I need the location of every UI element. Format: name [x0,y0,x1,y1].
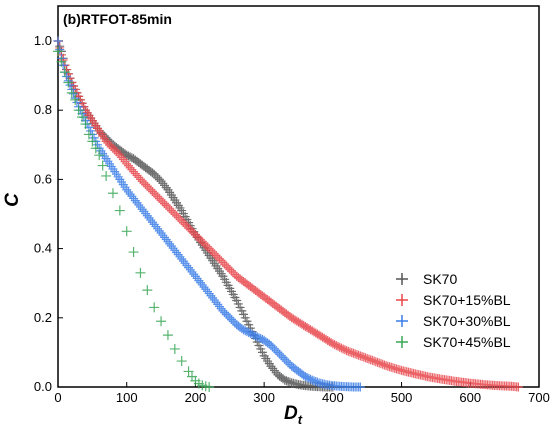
chart-title: (b)RTFOT-85min [63,11,172,27]
x-axis-title: Dt [284,403,303,427]
data-point [80,119,91,130]
legend-label: SK70+45%BL [423,334,511,350]
y-tick-label: 0.2 [34,310,52,325]
data-point [62,71,72,81]
series-1 [53,36,338,392]
data-point [355,382,365,392]
data-point [56,56,67,67]
series-4 [53,46,215,392]
data-point [156,316,167,327]
data-point [162,330,173,341]
series-layer [53,36,523,392]
data-point [63,77,74,88]
y-tick-label: 0.8 [34,102,52,117]
data-point [183,366,194,377]
data-point [169,343,180,354]
data-point [135,267,146,278]
data-point [121,226,132,237]
legend-label: SK70+15%BL [423,292,511,308]
legend-label: SK70+30%BL [423,313,511,329]
data-point [53,46,63,57]
data-point [83,129,94,140]
legend-item-2: SK70+15%BL [396,292,511,308]
data-point [53,36,63,46]
series-2 [53,36,523,392]
data-point [59,67,70,78]
series-3 [53,36,365,392]
y-tick-label: 0.4 [34,241,52,256]
x-tick-label: 500 [391,390,413,405]
legend-marker [396,273,408,285]
data-point [149,302,160,313]
legend-item-1: SK70 [396,271,457,287]
y-axis-title: C [2,193,23,207]
data-point [128,247,139,258]
x-tick-label: 400 [322,390,344,405]
data-point [73,105,84,116]
data-point [513,382,523,392]
legend-item-3: SK70+30%BL [396,313,511,329]
x-tick-label: 100 [116,390,138,405]
data-point [176,356,187,367]
legend-label: SK70 [423,271,457,287]
data-point [161,183,171,193]
data-point [90,143,101,154]
x-tick-label: 600 [459,390,481,405]
data-point [87,136,98,147]
x-tick-label: 700 [528,390,550,405]
axis-ticks: 0 100 200 300 400 500 600 700 0.0 0.2 0.4 0.6 0.8 1.0 [34,33,550,405]
legend-marker [396,336,408,348]
y-tick-label: 0.6 [34,171,52,186]
legend-marker [396,315,408,327]
x-axis-title-main: D [284,403,298,424]
data-point [107,188,118,199]
x-tick-label: 200 [185,390,207,405]
legend-item-4: SK70+45%BL [396,334,511,350]
data-point [70,94,81,105]
data-point [55,45,65,55]
data-point [142,285,153,296]
data-point [66,87,77,98]
y-tick-label: 1.0 [34,33,52,48]
data-point [204,382,215,392]
data-point [114,205,125,216]
data-point [77,112,88,123]
data-point [94,150,105,161]
data-point [97,160,108,171]
legend: SK70 SK70+15%BL SK70+30%BL SK70+45%BL [396,271,511,350]
x-axis-title-subscript: t [298,412,303,427]
x-tick-label: 0 [54,390,61,405]
data-point [101,170,112,181]
y-tick-label: 0.0 [34,379,52,394]
legend-marker [396,294,408,306]
x-tick-label: 300 [253,390,275,405]
data-point [68,89,78,99]
